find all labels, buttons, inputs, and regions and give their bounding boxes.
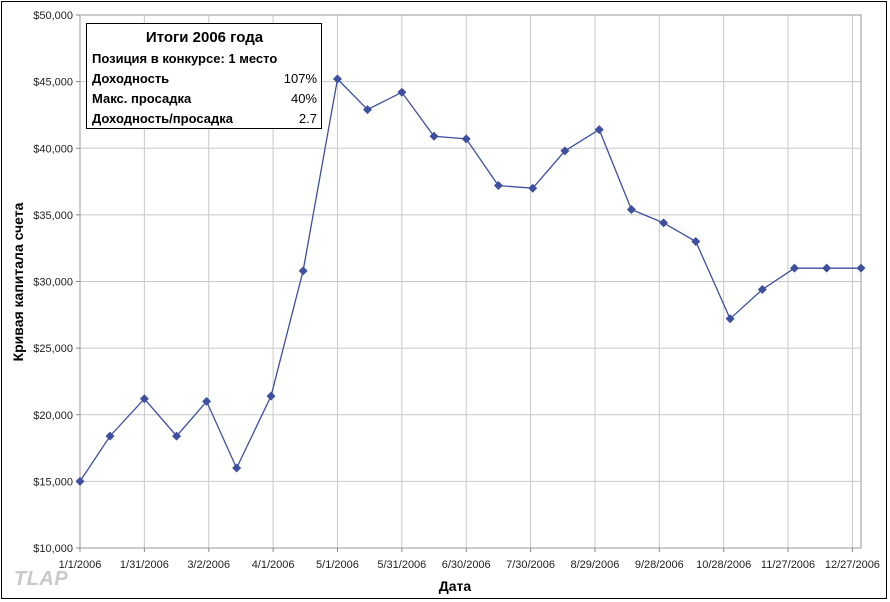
y-axis-title: Кривая капитала счета <box>10 202 26 361</box>
data-point-marker <box>105 431 115 441</box>
data-point-marker <box>363 105 373 115</box>
x-tick-label: 11/27/2006 <box>761 559 815 571</box>
x-tick-label: 10/28/2006 <box>696 559 751 571</box>
data-point-marker <box>493 181 503 191</box>
stat-row-return-drawdown: Доходность/просадка 2.7 <box>92 109 317 129</box>
stat-value: 2.7 <box>298 111 317 126</box>
data-point-marker <box>75 476 85 486</box>
data-point-marker <box>172 431 182 441</box>
y-tick-label: $30,000 <box>33 277 73 289</box>
x-tick-label: 5/31/2006 <box>377 559 426 571</box>
data-point-marker <box>528 183 538 193</box>
x-tick-label: 4/1/2006 <box>252 559 295 571</box>
data-point-marker <box>594 125 604 135</box>
data-point-marker <box>232 463 242 473</box>
data-point-marker <box>298 266 308 276</box>
x-tick-label: 9/28/2006 <box>635 559 684 571</box>
x-tick-label: 6/30/2006 <box>442 559 491 571</box>
x-tick-label: 8/29/2006 <box>570 559 619 571</box>
stats-summary-box: Итоги 2006 года Позиция в конкурсе: 1 ме… <box>86 23 322 129</box>
data-point-marker <box>461 134 471 144</box>
x-tick-label: 12/27/2006 <box>825 559 880 571</box>
data-point-marker <box>560 146 570 156</box>
data-point-marker <box>789 263 799 273</box>
x-tick-label: 1/1/2006 <box>59 559 102 571</box>
stats-title: Итоги 2006 года <box>145 29 264 46</box>
data-point-marker <box>691 237 701 247</box>
stat-label: Доходность <box>92 71 170 86</box>
y-tick-label: $25,000 <box>33 343 73 355</box>
stat-value: 40% <box>290 91 317 106</box>
x-tick-label: 7/30/2006 <box>506 559 555 571</box>
stat-label: Макс. просадка <box>92 91 192 106</box>
x-axis-title: Дата <box>439 578 472 594</box>
stat-row-return: Доходность 107% <box>92 69 317 89</box>
equity-series <box>75 74 866 486</box>
y-tick-label: $10,000 <box>33 543 73 555</box>
x-tick-label: 5/1/2006 <box>316 559 359 571</box>
data-point-marker <box>856 263 866 273</box>
stat-row-drawdown: Макс. просадка 40% <box>92 89 317 109</box>
y-axis-ticks: $10,000 $15,000 $20,000 $25,000 $30,000 $35,0… <box>33 10 80 555</box>
x-axis-ticks: 1/1/2006 1/31/2006 3/2/2006 4/1/2006 5/1/200… <box>59 548 880 571</box>
stat-label: Доходность/просадка <box>92 111 233 126</box>
data-point-marker <box>429 131 439 141</box>
data-point-marker <box>266 391 276 401</box>
data-point-marker <box>725 314 735 324</box>
data-point-marker <box>397 87 407 97</box>
data-point-marker <box>626 205 636 215</box>
data-point-marker <box>139 394 149 404</box>
y-tick-label: $20,000 <box>33 410 73 422</box>
x-tick-label: 1/31/2006 <box>120 559 169 571</box>
data-point-marker <box>822 263 832 273</box>
data-point-marker <box>757 284 767 294</box>
y-tick-label: $15,000 <box>33 476 73 488</box>
stats-position: Позиция в конкурсе: 1 место <box>92 51 278 66</box>
y-tick-label: $40,000 <box>33 143 73 155</box>
data-point-marker <box>659 218 669 228</box>
y-tick-label: $35,000 <box>33 210 73 222</box>
y-tick-label: $50,000 <box>33 10 73 22</box>
watermark-logo: TLAP <box>14 568 69 590</box>
y-tick-label: $45,000 <box>33 77 73 89</box>
x-tick-label: 3/2/2006 <box>187 559 230 571</box>
equity-line <box>79 77 861 482</box>
stat-value: 107% <box>283 71 317 86</box>
data-point-marker <box>332 74 342 84</box>
data-point-marker <box>202 396 212 406</box>
